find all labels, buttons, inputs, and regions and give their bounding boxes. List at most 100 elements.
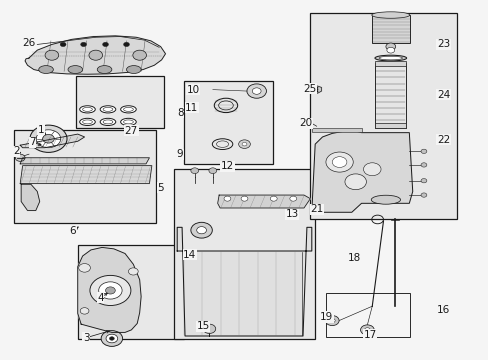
Polygon shape [20,158,149,164]
Circle shape [99,282,122,299]
Ellipse shape [80,118,95,126]
Circle shape [331,157,346,167]
Circle shape [385,43,395,50]
Circle shape [45,50,59,60]
Circle shape [60,42,66,46]
Circle shape [315,90,318,93]
Circle shape [42,134,54,143]
Bar [374,123,406,128]
Ellipse shape [126,66,141,73]
Circle shape [36,130,61,148]
Circle shape [238,140,250,148]
Circle shape [102,42,108,46]
Circle shape [15,154,25,161]
Circle shape [109,337,114,340]
Circle shape [190,222,212,238]
Ellipse shape [378,56,402,60]
Text: 27: 27 [124,126,138,135]
Text: 23: 23 [436,40,449,49]
Text: 14: 14 [183,249,196,260]
Circle shape [325,152,352,172]
Circle shape [386,47,394,53]
Text: 8: 8 [177,108,183,118]
Text: 18: 18 [347,253,360,263]
Circle shape [289,196,296,201]
Bar [310,13,456,220]
Text: 26: 26 [22,38,36,48]
Text: 13: 13 [285,209,298,219]
Text: 3: 3 [82,333,89,343]
Circle shape [344,174,366,190]
Polygon shape [20,166,152,184]
Text: 21: 21 [309,204,323,215]
Polygon shape [311,86,321,93]
Bar [311,128,361,132]
Circle shape [196,226,206,234]
Circle shape [90,275,131,306]
Bar [14,130,156,223]
Ellipse shape [68,66,82,73]
Ellipse shape [370,195,400,204]
Ellipse shape [100,118,116,126]
Circle shape [420,179,426,183]
Ellipse shape [97,66,112,73]
Text: 2: 2 [13,146,20,156]
Circle shape [364,328,369,332]
Polygon shape [78,247,141,332]
Bar [173,169,315,338]
Circle shape [363,163,380,176]
Circle shape [105,287,115,294]
Circle shape [329,319,334,323]
Circle shape [241,196,247,201]
Text: 5: 5 [157,183,163,193]
Ellipse shape [80,106,95,113]
Text: 19: 19 [319,312,332,322]
Polygon shape [311,130,412,212]
Polygon shape [217,195,310,208]
Polygon shape [20,134,84,148]
Circle shape [106,334,118,343]
Circle shape [420,163,426,167]
Circle shape [242,142,246,146]
Text: 4: 4 [97,293,104,303]
Circle shape [203,324,215,333]
Circle shape [128,268,138,275]
Bar [183,81,272,164]
Circle shape [325,316,338,325]
Circle shape [190,168,198,174]
Text: 7: 7 [29,138,36,147]
Bar [371,15,409,43]
Text: 1: 1 [37,125,44,135]
Text: 25: 25 [303,84,316,94]
Bar [374,63,406,128]
Polygon shape [21,184,40,211]
Circle shape [315,87,318,89]
Text: 24: 24 [436,90,449,100]
Ellipse shape [374,55,406,61]
Text: 6: 6 [69,226,76,236]
Bar [374,61,406,66]
Text: 15: 15 [196,321,209,331]
Circle shape [79,264,90,272]
Circle shape [208,168,216,174]
Circle shape [133,50,146,60]
Ellipse shape [371,12,409,18]
Text: 9: 9 [177,149,183,159]
Circle shape [270,196,277,201]
Text: 10: 10 [186,85,200,95]
Ellipse shape [121,118,136,126]
Circle shape [89,50,102,60]
Circle shape [420,193,426,197]
Text: 22: 22 [436,135,449,145]
Text: 16: 16 [436,305,449,315]
Bar [78,244,183,338]
Circle shape [252,88,261,94]
Text: 17: 17 [363,330,376,340]
Text: 20: 20 [298,118,311,128]
Circle shape [123,42,129,46]
Circle shape [30,125,67,152]
Circle shape [81,42,86,46]
Ellipse shape [121,106,136,113]
Circle shape [101,330,122,346]
Circle shape [315,89,318,91]
